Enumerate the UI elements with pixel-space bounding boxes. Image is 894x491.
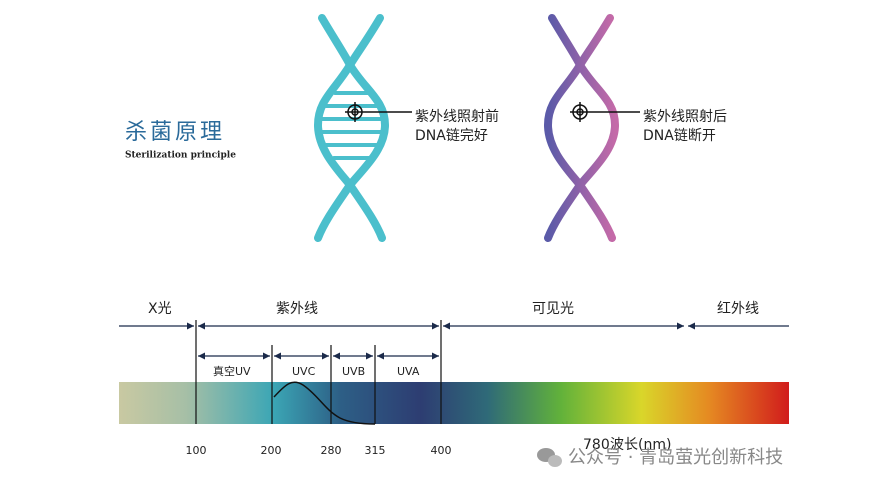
dna-label: 紫外线照射前 — [415, 108, 499, 125]
region-axis — [119, 322, 789, 360]
band-label: 真空UV — [213, 364, 251, 378]
tick-label: 200 — [261, 444, 282, 457]
tick-label: 780 — [583, 437, 610, 453]
tick-label: 100 — [186, 444, 207, 457]
region-label: 紫外线 — [276, 301, 318, 317]
band-label: UVA — [397, 365, 420, 378]
title: 杀菌原理 — [125, 120, 225, 145]
band-label: UVB — [342, 365, 365, 378]
band-label: UVC — [292, 365, 316, 378]
dna-label: DNA链完好 — [415, 128, 488, 144]
unit-label: 波长(nm) — [610, 437, 671, 453]
dna-label: DNA链断开 — [643, 128, 716, 144]
subtitle: Sterilization principle — [125, 151, 236, 161]
wechat-icon — [537, 448, 562, 467]
divider — [195, 320, 442, 424]
dna-label: 紫外线照射后 — [643, 109, 727, 125]
region-label: X光 — [148, 301, 172, 317]
watermark: 公众号 · 青岛萤光创新科技 — [568, 447, 783, 468]
pointer — [345, 102, 640, 122]
uvc-curve — [273, 381, 376, 425]
spectrum-bar — [119, 382, 789, 424]
region-label: 红外线 — [717, 301, 759, 317]
region-label: 可见光 — [532, 301, 574, 317]
tick-label: 400 — [431, 444, 452, 457]
tick-label: 315 — [365, 444, 386, 457]
dna-intact — [313, 14, 390, 242]
tick-label: 280 — [321, 444, 342, 457]
dna-broken — [543, 14, 620, 242]
